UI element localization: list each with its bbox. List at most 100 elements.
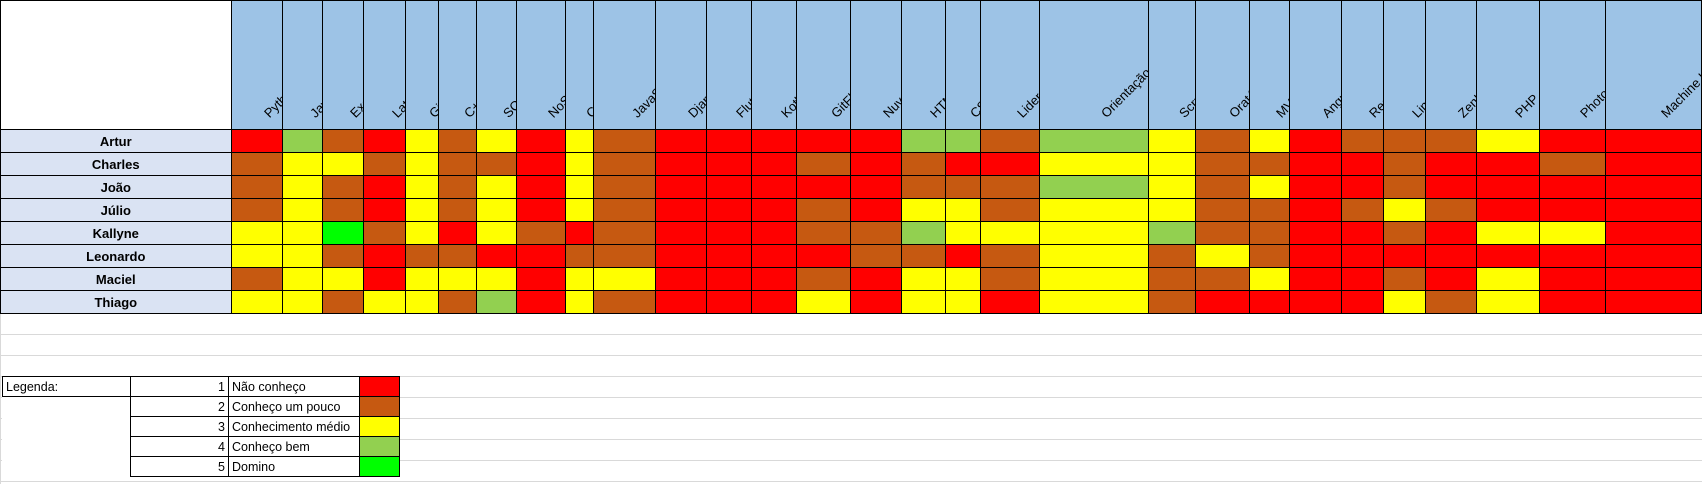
level-cell[interactable]: 3 xyxy=(1039,290,1150,314)
level-cell[interactable]: 1 xyxy=(849,290,902,314)
level-cell[interactable]: 1 xyxy=(1605,198,1702,222)
skill-header-mvc[interactable]: MVC xyxy=(1248,0,1290,130)
level-cell[interactable]: 1 xyxy=(1288,290,1342,314)
level-cell[interactable]: 2 xyxy=(592,198,657,222)
level-cell[interactable]: 2 xyxy=(1248,244,1290,268)
level-cell[interactable]: 3 xyxy=(475,175,517,199)
level-cell[interactable]: 2 xyxy=(592,175,657,199)
level-cell[interactable]: 1 xyxy=(1539,267,1606,291)
level-cell[interactable]: 2 xyxy=(592,290,657,314)
level-cell[interactable]: 2 xyxy=(405,244,439,268)
corner-cell[interactable] xyxy=(0,0,232,130)
level-cell[interactable]: 2 xyxy=(592,129,657,153)
level-cell[interactable]: 1 xyxy=(706,290,753,314)
legend-level-label[interactable]: Conheço bem xyxy=(228,436,360,457)
level-cell[interactable]: 1 xyxy=(751,290,798,314)
level-cell[interactable]: 2 xyxy=(322,290,365,314)
legend-title[interactable]: Legenda: xyxy=(2,376,131,397)
level-cell[interactable]: 3 xyxy=(230,290,284,314)
level-cell[interactable]: 2 xyxy=(796,152,851,176)
level-cell[interactable]: 3 xyxy=(405,129,439,153)
level-cell[interactable]: 2 xyxy=(979,244,1041,268)
level-cell[interactable]: 2 xyxy=(944,175,981,199)
level-cell[interactable]: 2 xyxy=(1382,152,1427,176)
level-cell[interactable]: 1 xyxy=(515,175,566,199)
level-cell[interactable]: 4 xyxy=(475,290,517,314)
level-cell[interactable]: 1 xyxy=(849,129,902,153)
level-cell[interactable]: 1 xyxy=(1539,175,1606,199)
level-cell[interactable]: 2 xyxy=(1340,129,1384,153)
level-cell[interactable]: 1 xyxy=(979,152,1041,176)
level-cell[interactable]: 1 xyxy=(515,290,566,314)
level-cell[interactable]: 2 xyxy=(230,267,284,291)
level-cell[interactable]: 1 xyxy=(438,221,477,245)
skill-header-html[interactable]: HTML xyxy=(900,0,946,130)
level-cell[interactable]: 3 xyxy=(405,152,439,176)
level-cell[interactable]: 1 xyxy=(363,267,407,291)
level-cell[interactable]: 3 xyxy=(1039,152,1150,176)
level-cell[interactable]: 3 xyxy=(1148,152,1197,176)
level-cell[interactable]: 1 xyxy=(849,267,902,291)
skill-header-kotlin[interactable]: Kotlin xyxy=(751,0,798,130)
level-cell[interactable]: 1 xyxy=(363,129,407,153)
level-cell[interactable]: 1 xyxy=(944,244,981,268)
skill-header-nosql[interactable]: NoSQL xyxy=(515,0,566,130)
level-cell[interactable]: 1 xyxy=(1539,198,1606,222)
level-cell[interactable]: 3 xyxy=(1195,244,1250,268)
level-cell[interactable]: 3 xyxy=(592,267,657,291)
person-name-cell[interactable]: João xyxy=(0,175,232,199)
level-cell[interactable]: 2 xyxy=(796,267,851,291)
level-cell[interactable]: 2 xyxy=(1148,267,1197,291)
level-cell[interactable]: 1 xyxy=(1288,175,1342,199)
level-cell[interactable]: 3 xyxy=(405,290,439,314)
level-cell[interactable]: 2 xyxy=(322,244,365,268)
level-cell[interactable]: 3 xyxy=(282,244,324,268)
level-cell[interactable]: 1 xyxy=(1288,244,1342,268)
level-cell[interactable]: 1 xyxy=(655,221,708,245)
level-cell[interactable]: 3 xyxy=(564,152,594,176)
level-cell[interactable]: 3 xyxy=(1148,198,1197,222)
level-cell[interactable]: 1 xyxy=(230,129,284,153)
level-cell[interactable]: 2 xyxy=(592,244,657,268)
level-cell[interactable]: 1 xyxy=(706,175,753,199)
level-cell[interactable]: 1 xyxy=(1605,221,1702,245)
level-cell[interactable]: 1 xyxy=(1605,290,1702,314)
level-cell[interactable]: 1 xyxy=(979,290,1041,314)
level-cell[interactable]: 1 xyxy=(363,244,407,268)
skill-header-zenhub[interactable]: ZenHub xyxy=(1425,0,1478,130)
level-cell[interactable]: 1 xyxy=(1288,221,1342,245)
skill-header-javascript[interactable]: JavaScript xyxy=(592,0,657,130)
skill-header-sql[interactable]: SQL xyxy=(475,0,517,130)
level-cell[interactable]: 2 xyxy=(1382,267,1427,291)
level-cell[interactable]: 2 xyxy=(1148,290,1197,314)
level-cell[interactable]: 2 xyxy=(592,221,657,245)
level-cell[interactable]: 3 xyxy=(1476,267,1541,291)
level-cell[interactable]: 2 xyxy=(322,129,365,153)
level-cell[interactable]: 2 xyxy=(1425,198,1478,222)
level-cell[interactable]: 1 xyxy=(706,152,753,176)
level-cell[interactable]: 3 xyxy=(282,175,324,199)
level-cell[interactable]: 1 xyxy=(1605,129,1702,153)
skill-header-c-[interactable]: C++ xyxy=(438,0,477,130)
person-name-cell[interactable]: Leonardo xyxy=(0,244,232,268)
level-cell[interactable]: 1 xyxy=(1340,152,1384,176)
level-cell[interactable]: 1 xyxy=(1605,175,1702,199)
level-cell[interactable]: 3 xyxy=(1039,198,1150,222)
level-cell[interactable]: 3 xyxy=(322,267,365,291)
legend-empty-cell[interactable] xyxy=(3,417,131,437)
level-cell[interactable]: 4 xyxy=(900,129,946,153)
legend-color-swatch[interactable] xyxy=(359,456,400,477)
legend-level-label[interactable]: Não conheço xyxy=(228,376,360,397)
person-name-cell[interactable]: Kallyne xyxy=(0,221,232,245)
level-cell[interactable]: 3 xyxy=(1148,175,1197,199)
level-cell[interactable]: 1 xyxy=(363,175,407,199)
level-cell[interactable]: 2 xyxy=(1195,129,1250,153)
level-cell[interactable]: 2 xyxy=(1195,175,1250,199)
level-cell[interactable]: 2 xyxy=(438,152,477,176)
level-cell[interactable]: 4 xyxy=(282,129,324,153)
level-cell[interactable]: 3 xyxy=(564,129,594,153)
level-cell[interactable]: 1 xyxy=(1425,221,1478,245)
level-cell[interactable]: 2 xyxy=(1195,198,1250,222)
level-cell[interactable]: 3 xyxy=(405,221,439,245)
skill-header-python[interactable]: Python xyxy=(230,0,284,130)
